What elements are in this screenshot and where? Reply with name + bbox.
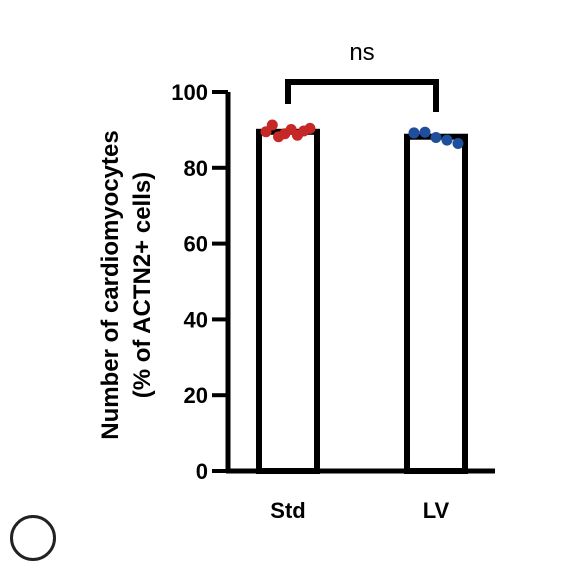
data-point-lv xyxy=(419,126,431,138)
bar-lv xyxy=(404,133,468,475)
significance-label: ns xyxy=(349,39,374,66)
y-axis-label-line2: (% of ACTN2+ cells) xyxy=(129,172,156,399)
x-tick-label: LV xyxy=(423,498,450,523)
x-axis-ticks: Std LV xyxy=(270,498,449,523)
y-axis-ticks: 0 20 40 60 80 100 xyxy=(171,80,228,484)
y-axis-label-line1: Number of cardiomyocytes xyxy=(97,130,124,439)
y-axis-label: Number of cardiomyocytes (% of ACTN2+ ce… xyxy=(97,130,156,439)
y-tick-label: 100 xyxy=(171,80,208,105)
data-point-lv xyxy=(430,131,442,143)
data-point-std xyxy=(304,122,316,134)
data-point-lv xyxy=(441,134,453,146)
data-point-std xyxy=(266,119,278,131)
y-tick-label: 80 xyxy=(184,156,208,181)
y-tick-label: 20 xyxy=(184,383,208,408)
y-tick-label: 60 xyxy=(184,232,208,257)
bar-chart: Number of cardiomyocytes (% of ACTN2+ ce… xyxy=(97,39,495,523)
y-tick-label: 40 xyxy=(184,307,208,332)
bars xyxy=(256,128,468,475)
x-tick-label: Std xyxy=(270,498,305,523)
data-points xyxy=(260,119,464,150)
data-point-lv xyxy=(408,127,420,139)
corner-circle xyxy=(10,515,56,561)
significance-bracket xyxy=(285,79,439,112)
bar-std xyxy=(256,128,320,474)
y-tick-label: 0 xyxy=(196,459,208,484)
data-point-lv xyxy=(452,138,464,150)
